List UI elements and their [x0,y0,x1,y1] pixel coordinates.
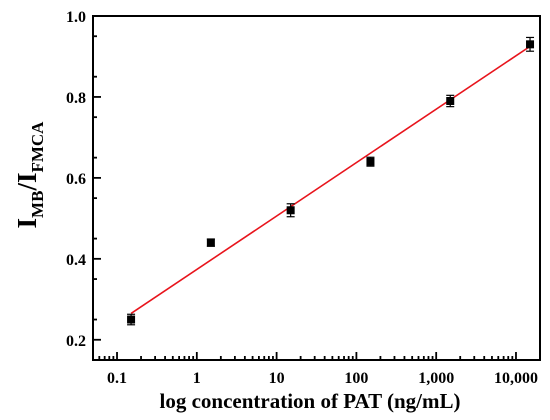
y-tick-label: 1.0 [66,9,86,26]
x-tick-label: 10 [269,370,285,387]
x-axis-label: log concentration of PAT (ng/mL) [160,389,461,413]
data-point [446,96,455,105]
y-axis-label-sep: /I [12,173,42,192]
y-axis-label-sub1: MB [28,191,47,218]
fit-line [130,45,531,315]
y-tick-label: 0.8 [66,90,86,107]
y-axis-label-sub2: FMCA [28,121,47,173]
data-point [526,40,535,49]
data-point [206,238,215,247]
y-tick-label: 0.4 [66,252,86,269]
plot-frame [92,15,541,361]
y-tick-label: 0.2 [66,333,86,350]
x-ticks: 0.1 1 10 100 1,000 10,000 [92,352,541,387]
x-tick-label: 100 [344,370,368,387]
fit-line-group [130,45,531,315]
x-tick-label: 10,000 [494,370,538,387]
axes [92,15,541,361]
y-axis-label-main: I [12,218,42,229]
x-tick-label: 1,000 [418,370,454,387]
data-point [366,157,375,166]
data-point [127,315,136,324]
y-ticks: 0.2 0.4 0.6 0.8 1.0 [66,9,101,361]
y-tick-label: 0.6 [66,171,86,188]
x-tick-label: 1 [193,370,201,387]
x-tick-label: 0.1 [107,370,127,387]
y-axis-label: IMB/IFMCA [12,121,47,229]
data-points [127,36,535,326]
data-point [286,206,295,215]
